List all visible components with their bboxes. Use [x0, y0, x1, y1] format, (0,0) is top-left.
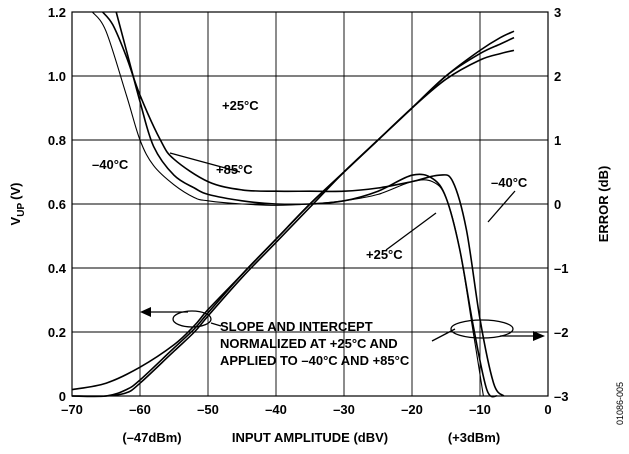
arrow-right-head — [533, 331, 545, 341]
y-left-label-v: V — [8, 216, 23, 225]
series-group — [71, 11, 515, 398]
note-to-ellipse-right-line — [431, 328, 456, 342]
x-tick-label: –50 — [197, 402, 219, 417]
y-left-tick-label: 0.8 — [48, 133, 66, 148]
x-tick-label: –60 — [129, 402, 151, 417]
plot-frame — [71, 11, 549, 397]
annot-minus40-right: –40°C — [491, 175, 528, 190]
y-right-tick-label: –3 — [554, 389, 568, 404]
annot-minus40-left: –40°C — [92, 157, 129, 172]
y-right-tick-label: 1 — [554, 133, 561, 148]
y-left-tick-label: 0 — [59, 389, 66, 404]
annot-plus25-top: +25°C — [222, 98, 259, 113]
x-sub-label-left: (–47dBm) — [122, 430, 181, 445]
y-left-axis-label: VUP (V) — [8, 183, 27, 226]
y-right-tick-label: –1 — [554, 261, 568, 276]
y-right-tick-label: 0 — [554, 197, 561, 212]
x-sub-label-right: (+3dBm) — [448, 430, 500, 445]
y-left-tick-label: 1.0 — [48, 69, 66, 84]
y-left-tick-label: 0.6 — [48, 197, 66, 212]
arrow-left-head — [140, 307, 151, 317]
y-left-tick-label: 0.4 — [48, 261, 67, 276]
x-tick-label: –30 — [333, 402, 355, 417]
error-series-line — [91, 11, 484, 397]
y-left-tick-label: 1.2 — [48, 5, 66, 20]
x-tick-label: –10 — [469, 402, 491, 417]
tick-labels: –70 –60 –50 –40 –30 –20 –10 000.20.40.60.81.01.… — [48, 5, 569, 417]
y-right-axis-label: ERROR (dB) — [596, 166, 611, 243]
leader-plus25-top — [169, 152, 241, 173]
y-right-tick-label: 2 — [554, 69, 561, 84]
note-line-2: NORMALIZED AT +25°C AND — [220, 336, 398, 351]
x-axis-label: INPUT AMPLITUDE (dBV) — [232, 430, 388, 445]
x-tick-label: 0 — [544, 402, 551, 417]
svg-text:01086-005: 01086-005 — [615, 382, 625, 425]
vup-series-line — [71, 36, 515, 398]
y-left-tick-label: 0.2 — [48, 325, 66, 340]
callout-ellipse-right — [450, 319, 514, 339]
note-line-3: APPLIED TO –40°C AND +85°C — [220, 353, 410, 368]
y-right-tick-label: –2 — [554, 325, 568, 340]
leader-minus40-right — [487, 190, 516, 223]
note-line-1: SLOPE AND INTERCEPT — [220, 319, 373, 334]
y-right-tick-label: 3 — [554, 5, 561, 20]
y-left-label-unit: (V) — [8, 183, 23, 200]
svg-text:VUP(V): VUP (V) — [8, 183, 27, 226]
callout-ellipse-left — [172, 310, 212, 328]
svg-text:ERROR (dB): ERROR (dB) — [596, 166, 611, 243]
y-left-label-sub: UP — [16, 203, 27, 217]
vup-series-line — [71, 49, 515, 398]
error-series-line — [101, 11, 505, 397]
x-tick-label: –40 — [265, 402, 287, 417]
leader-plus25-bottom — [385, 212, 437, 251]
figure-id: 01086-005 — [615, 382, 625, 425]
x-tick-label: –20 — [401, 402, 423, 417]
annot-plus85: +85°C — [216, 162, 253, 177]
annot-plus25-bottom: +25°C — [366, 247, 403, 262]
x-tick-label: –70 — [61, 402, 83, 417]
ellipse-to-note-line — [210, 322, 222, 327]
